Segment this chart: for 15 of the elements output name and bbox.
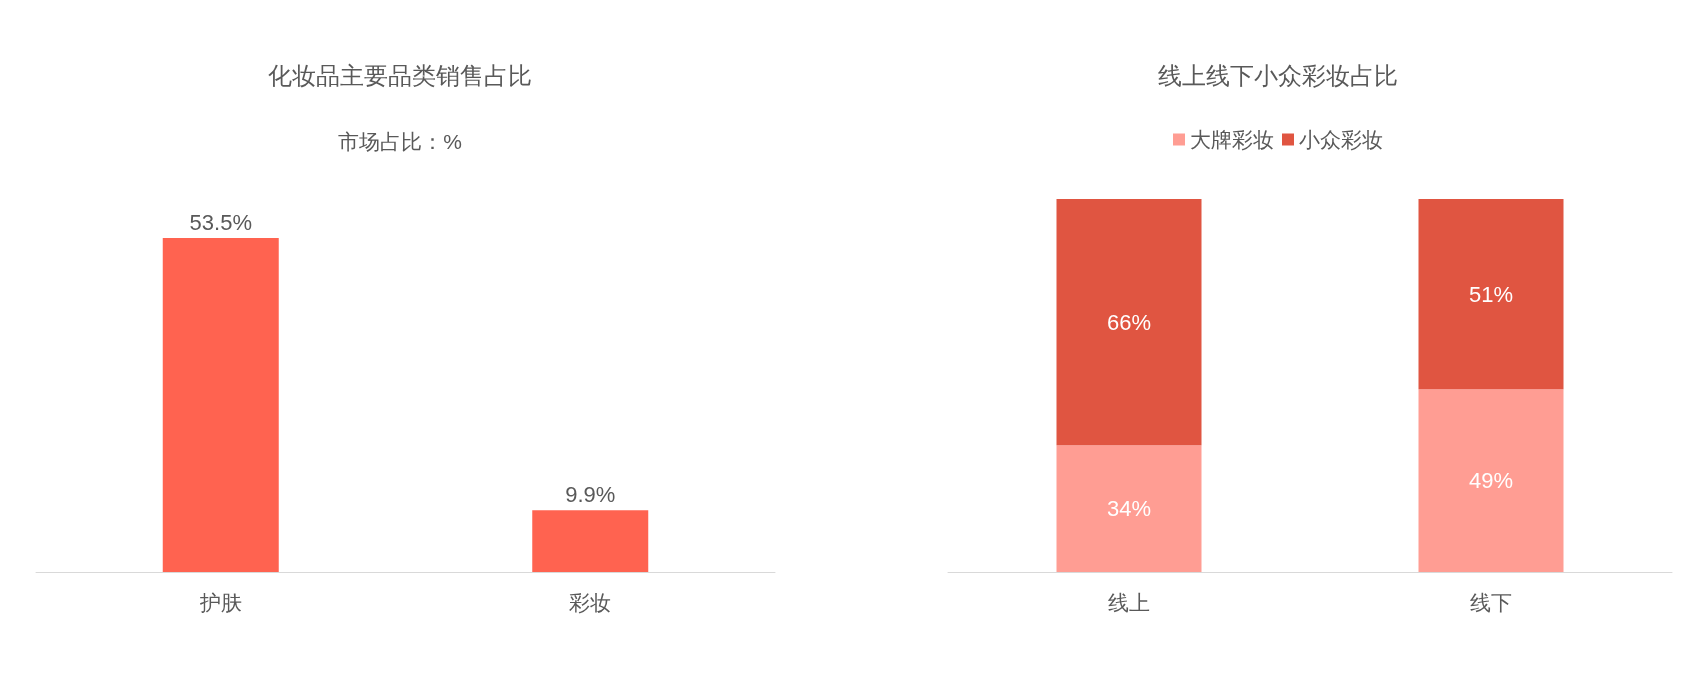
- data-label: 9.9%: [565, 481, 616, 507]
- data-label: 66%: [1106, 309, 1152, 335]
- legend-label: 大牌彩妆: [1190, 128, 1274, 151]
- x-tick-label: 护肤: [198, 591, 242, 614]
- x-tick-label: 线下: [1470, 591, 1512, 614]
- chart-title: 线上线下小众彩妆占比: [1158, 61, 1398, 89]
- data-label: 34%: [1106, 496, 1152, 522]
- chart-subtitle: 市场占比：%: [338, 130, 462, 153]
- chart-title: 化妆品主要品类销售占比: [268, 61, 532, 89]
- data-label: 53.5%: [189, 209, 252, 235]
- legend-label: 小众彩妆: [1299, 128, 1383, 151]
- x-tick-label: 线上: [1108, 591, 1150, 614]
- data-label: 49%: [1468, 468, 1514, 494]
- data-label: 51%: [1468, 281, 1514, 307]
- x-tick-label: 彩妆: [569, 591, 612, 614]
